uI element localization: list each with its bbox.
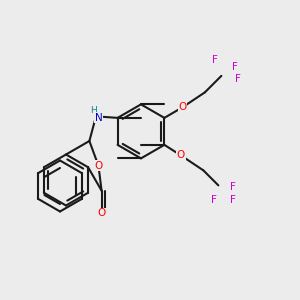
Text: F: F — [230, 182, 236, 192]
Text: F: F — [232, 62, 238, 72]
Text: F: F — [230, 195, 236, 205]
Text: O: O — [94, 161, 103, 171]
Text: O: O — [177, 150, 185, 161]
Text: F: F — [212, 55, 218, 65]
Text: F: F — [235, 74, 241, 84]
Text: N: N — [94, 113, 102, 123]
Text: H: H — [90, 106, 97, 116]
Text: O: O — [178, 102, 187, 112]
Text: O: O — [98, 208, 106, 218]
Text: F: F — [211, 195, 217, 206]
